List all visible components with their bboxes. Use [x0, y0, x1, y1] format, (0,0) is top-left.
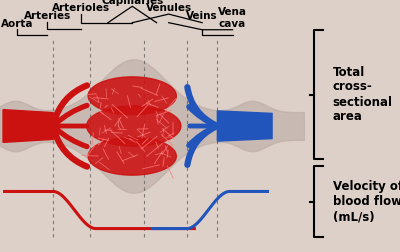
Polygon shape	[88, 137, 176, 175]
Polygon shape	[88, 77, 176, 115]
Text: Capillaries: Capillaries	[101, 0, 163, 6]
Text: Aorta: Aorta	[0, 19, 33, 29]
Polygon shape	[217, 111, 272, 141]
Text: Arterioles: Arterioles	[52, 3, 110, 13]
Text: Arteries: Arteries	[24, 11, 71, 21]
Text: Velocity of
blood flow
(mL/s): Velocity of blood flow (mL/s)	[333, 180, 400, 223]
Text: Veins: Veins	[186, 11, 218, 21]
Polygon shape	[3, 110, 53, 142]
Text: Venules: Venules	[146, 3, 192, 13]
Text: Total
cross-
sectional
area: Total cross- sectional area	[333, 66, 393, 123]
Polygon shape	[87, 106, 181, 146]
Text: Vena
cava: Vena cava	[218, 7, 247, 29]
